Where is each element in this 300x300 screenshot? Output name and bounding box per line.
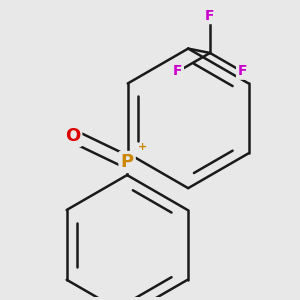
Text: O: O	[65, 127, 80, 145]
Text: P: P	[121, 153, 134, 171]
Text: F: F	[205, 9, 215, 23]
Text: +: +	[138, 142, 147, 152]
Text: F: F	[173, 64, 183, 79]
Text: F: F	[237, 64, 247, 79]
